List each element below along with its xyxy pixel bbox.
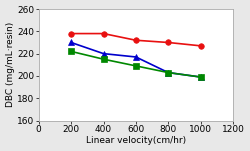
Y-axis label: DBC (mg/mL·resin): DBC (mg/mL·resin) bbox=[6, 22, 15, 107]
X-axis label: Linear velocity(cm/hr): Linear velocity(cm/hr) bbox=[86, 137, 186, 145]
